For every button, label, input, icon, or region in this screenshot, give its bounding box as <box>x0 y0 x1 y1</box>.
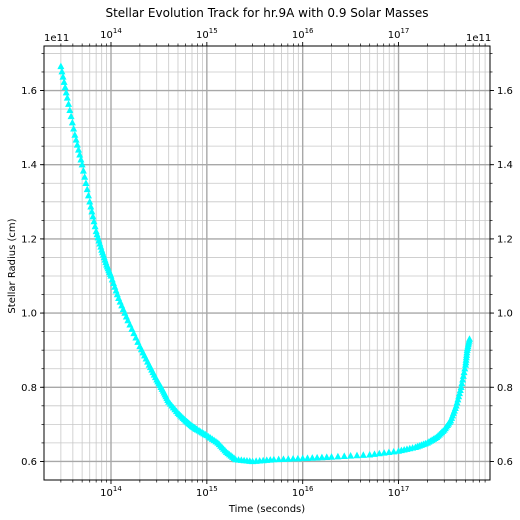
y-tick-label-right: 0.6 <box>497 457 513 468</box>
data-point-trail <box>313 453 321 461</box>
y-tick-label-right: 1.4 <box>497 160 513 171</box>
y-tick-label: 1.0 <box>21 309 37 320</box>
y-tick-label: 0.8 <box>21 383 37 394</box>
data-point-trail <box>390 447 398 455</box>
data-point-trail <box>134 338 142 345</box>
data-point-trail <box>308 454 316 461</box>
data-point <box>465 335 474 342</box>
data-point-trail <box>284 455 292 462</box>
data-point-trail <box>132 333 140 341</box>
data-point-trail <box>73 141 81 148</box>
data-point-trail <box>67 112 75 120</box>
data-point-trail <box>77 155 85 163</box>
data-point-trail <box>59 73 67 80</box>
data-point-trail <box>90 217 98 225</box>
y-tick-label: 1.2 <box>21 234 37 245</box>
data-point-trail <box>62 88 70 96</box>
data-point-trail <box>385 448 393 456</box>
data-point-trail <box>75 146 83 153</box>
data-point-trail <box>61 83 69 91</box>
y-tick-label: 1.4 <box>21 160 37 171</box>
data-point-trail <box>83 185 91 193</box>
x-tick-label-top: 1014 <box>100 27 122 41</box>
data-point-trail <box>334 452 342 460</box>
y-tick-label-right: 1.6 <box>497 86 513 97</box>
data-point-trail <box>79 167 87 174</box>
data-point-trail <box>303 454 312 461</box>
y-multiplier-left: 1e11 <box>44 33 69 44</box>
data-point-trail <box>279 455 287 462</box>
data-point-trail <box>353 451 361 459</box>
data-point-trail <box>294 454 302 462</box>
data-point-trail <box>76 150 84 158</box>
x-tick-label: 1015 <box>196 485 218 499</box>
y-tick-label-right: 1.0 <box>497 309 513 320</box>
data-point <box>63 94 71 101</box>
data-point-trail <box>347 452 355 459</box>
data-point <box>71 131 79 138</box>
data-point-trail <box>380 449 388 456</box>
data-point <box>86 197 94 205</box>
data-point-trail <box>87 202 95 210</box>
x-tick-label-top: 1016 <box>292 27 314 41</box>
x-tick-label-top: 1015 <box>196 27 218 41</box>
data-point-trail <box>66 106 74 113</box>
data-point-trail <box>459 372 467 379</box>
data-point-trail <box>340 452 348 459</box>
x-tick-label-top: 1017 <box>388 27 410 41</box>
data-point-trail <box>461 364 469 372</box>
data-point-trail <box>84 191 92 199</box>
data-point-trail <box>458 379 466 387</box>
data-point-trail <box>318 453 326 461</box>
data-point-trail <box>68 118 76 126</box>
x-tick-label: 1016 <box>292 485 314 499</box>
data-point-trail <box>91 222 99 230</box>
data-point-trail <box>60 78 68 85</box>
data-point-trail <box>323 453 331 460</box>
data-point <box>328 453 336 460</box>
plot-area <box>43 45 491 481</box>
data-point <box>457 383 465 390</box>
data-point-trail <box>289 455 297 462</box>
y-tick-label: 1.6 <box>21 86 37 97</box>
y-axis-label: Stellar Radius (cm) <box>7 218 18 313</box>
data-point-trail <box>130 329 138 337</box>
data-point-trail <box>65 100 73 107</box>
data-point <box>299 454 307 462</box>
data-point-trail <box>70 125 78 132</box>
data-point <box>366 450 374 458</box>
data-point <box>57 62 65 70</box>
data-point-trail <box>370 450 378 457</box>
data-point-trail <box>81 173 89 180</box>
data-point-trail <box>375 449 383 457</box>
data-point-trail <box>459 376 467 383</box>
data-point-trail <box>58 67 66 75</box>
data-point-trail <box>72 136 80 143</box>
data-point-trail <box>128 325 136 332</box>
y-tick-label: 0.6 <box>21 457 37 468</box>
x-tick-label: 1014 <box>100 485 122 499</box>
y-tick-label-right: 1.2 <box>497 234 513 245</box>
data-point-trail <box>88 207 96 215</box>
data-point-trail <box>359 451 367 458</box>
x-tick-label: 1017 <box>388 485 410 499</box>
data-point-trail <box>82 179 90 186</box>
data-point <box>78 160 86 168</box>
data-point <box>270 455 278 463</box>
data-point <box>124 316 132 324</box>
y-tick-label-right: 0.8 <box>497 383 513 394</box>
y-multiplier-right: 1e11 <box>466 33 491 44</box>
data-point-trail <box>460 368 468 376</box>
data-point-trail <box>89 212 97 220</box>
data-point-trail <box>275 455 283 463</box>
data-point-trail <box>126 320 134 328</box>
x-axis-label: Time (seconds) <box>228 504 305 515</box>
chart-title: Stellar Evolution Track for hr.9A with 0… <box>105 6 428 20</box>
